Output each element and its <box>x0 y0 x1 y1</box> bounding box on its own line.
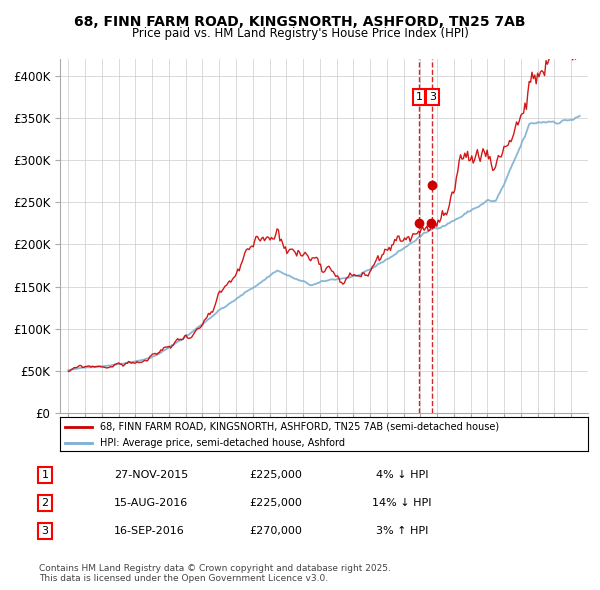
Text: £225,000: £225,000 <box>250 470 302 480</box>
Text: Contains HM Land Registry data © Crown copyright and database right 2025.
This d: Contains HM Land Registry data © Crown c… <box>39 563 391 583</box>
Text: £225,000: £225,000 <box>250 498 302 507</box>
Text: 27-NOV-2015: 27-NOV-2015 <box>114 470 188 480</box>
Text: 14% ↓ HPI: 14% ↓ HPI <box>372 498 432 507</box>
Text: 1: 1 <box>416 92 422 102</box>
Text: 68, FINN FARM ROAD, KINGSNORTH, ASHFORD, TN25 7AB: 68, FINN FARM ROAD, KINGSNORTH, ASHFORD,… <box>74 15 526 29</box>
Text: £270,000: £270,000 <box>250 526 302 536</box>
Text: 3% ↑ HPI: 3% ↑ HPI <box>376 526 428 536</box>
Text: 16-SEP-2016: 16-SEP-2016 <box>114 526 185 536</box>
Text: 15-AUG-2016: 15-AUG-2016 <box>114 498 188 507</box>
Text: 3: 3 <box>41 526 49 536</box>
Text: Price paid vs. HM Land Registry's House Price Index (HPI): Price paid vs. HM Land Registry's House … <box>131 27 469 40</box>
Text: 2: 2 <box>41 498 49 507</box>
Text: 1: 1 <box>41 470 49 480</box>
Text: 4% ↓ HPI: 4% ↓ HPI <box>376 470 428 480</box>
Text: HPI: Average price, semi-detached house, Ashford: HPI: Average price, semi-detached house,… <box>100 438 344 448</box>
Text: 3: 3 <box>429 92 436 102</box>
Text: 68, FINN FARM ROAD, KINGSNORTH, ASHFORD, TN25 7AB (semi-detached house): 68, FINN FARM ROAD, KINGSNORTH, ASHFORD,… <box>100 422 499 432</box>
